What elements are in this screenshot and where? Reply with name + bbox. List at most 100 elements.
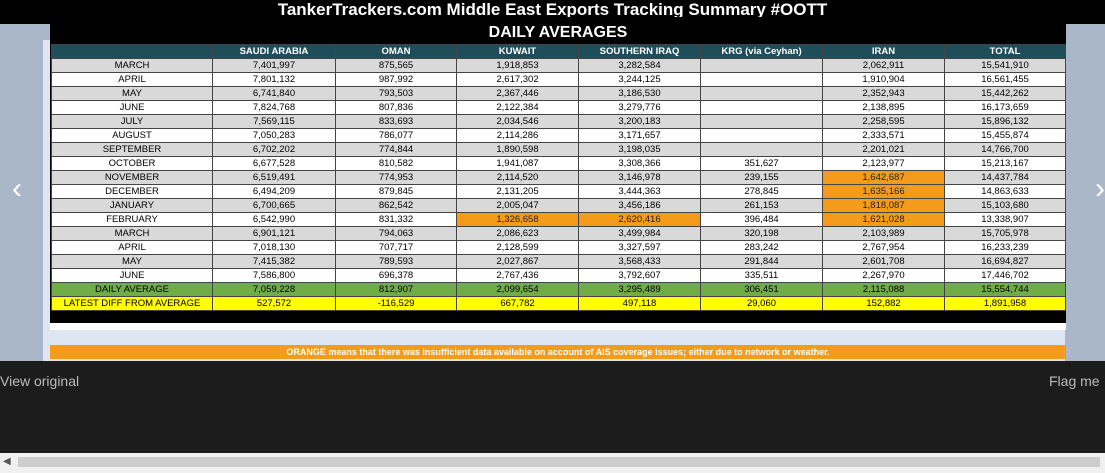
horizontal-scrollbar[interactable]: ◀ [0,453,1105,473]
table-cell: 2,201,021 [822,142,945,157]
table-cell: 2,138,895 [822,100,945,115]
previous-arrow-icon[interactable]: ‹ [12,172,22,205]
table-cell: 14,863,633 [944,184,1066,199]
table-cell: 793,503 [335,86,457,101]
table-row: NOVEMBER 6,519,491 774,953 2,114,520 3,146,9… [51,170,1066,185]
table-cell: 15,213,167 [944,156,1066,171]
table-cell: 3,171,657 [578,128,701,143]
table-cell: 15,705,978 [944,226,1066,241]
table-cell [700,128,823,143]
table-cell: 291,844 [700,254,823,269]
table-row: MAY 6,741,840 793,503 2,367,446 3,186,530 2,3… [51,86,1066,101]
table-cell: 2,099,654 [456,282,579,297]
column-header: OMAN [335,44,457,59]
table-cell: 527,572 [212,296,336,311]
table-cell: 810,582 [335,156,457,171]
row-label: MARCH [51,58,213,73]
scrollbar-thumb[interactable] [18,457,1100,467]
table-cell: -116,529 [335,296,457,311]
row-label: MARCH [51,226,213,241]
table-cell: 1,635,166 [822,184,945,199]
table-cell: 2,114,286 [456,128,579,143]
view-original-link[interactable]: View original [0,373,80,389]
table-cell: 831,332 [335,212,457,227]
table-cell: 2,034,546 [456,114,579,129]
table-cell: 13,338,907 [944,212,1066,227]
table-cell: 2,131,205 [456,184,579,199]
table-cell: 3,282,584 [578,58,701,73]
table-cell: 707,717 [335,240,457,255]
table-cell: 2,005,047 [456,198,579,213]
scroll-left-icon[interactable]: ◀ [3,456,11,467]
table-cell: 6,901,121 [212,226,336,241]
table-row: APRIL 7,801,132 987,992 2,617,302 3,244,125 1… [51,72,1066,87]
table-cell: 351,627 [700,156,823,171]
table-cell: 14,766,700 [944,142,1066,157]
table-title: DAILY AVERAGES [488,24,628,41]
row-label: JULY [51,114,213,129]
table-cell: 6,519,491 [212,170,336,185]
table-header-row: SAUDI ARABIA OMAN KUWAIT SOUTHERN IRAQ KRG (… [51,44,1066,59]
column-header: TOTAL [944,44,1066,59]
table-cell: 6,702,202 [212,142,336,157]
table-row: JUNE 7,586,800 696,378 2,767,436 3,792,607 33… [51,268,1066,283]
table-cell: 29,060 [700,296,823,311]
table-cell [700,114,823,129]
table-cell: 2,062,911 [822,58,945,73]
table-cell: 3,244,125 [578,72,701,87]
table-cell [700,100,823,115]
next-arrow-icon[interactable]: › [1095,172,1105,205]
table-cell [700,58,823,73]
table-cell: 696,378 [335,268,457,283]
table-cell: 875,565 [335,58,457,73]
table-row: MAY 7,415,382 789,593 2,027,867 3,568,433 291… [51,254,1066,269]
table-cell: 497,118 [578,296,701,311]
table-row: SEPTEMBER 6,702,202 774,844 1,890,598 3,198,… [51,142,1066,157]
flag-link[interactable]: Flag me [1049,373,1100,389]
table-cell: 7,801,132 [212,72,336,87]
table-cell: 3,198,035 [578,142,701,157]
table-cell: 6,677,528 [212,156,336,171]
table-cell: 6,741,840 [212,86,336,101]
table-cell: 2,123,977 [822,156,945,171]
table-cell: 2,258,595 [822,114,945,129]
row-label: NOVEMBER [51,170,213,185]
table-cell: 786,077 [335,128,457,143]
table-cell: 320,198 [700,226,823,241]
column-header: SAUDI ARABIA [212,44,336,59]
table-cell: 396,484 [700,212,823,227]
table-cell: 7,415,382 [212,254,336,269]
row-label: DAILY AVERAGE [51,282,213,297]
column-header: KUWAIT [456,44,579,59]
table-cell: 1,326,658 [456,212,579,227]
row-label: SEPTEMBER [51,142,213,157]
table-cell: 879,845 [335,184,457,199]
table-cell: 789,593 [335,254,457,269]
table-cell: 1,918,853 [456,58,579,73]
table-cell: 17,446,702 [944,268,1066,283]
orange-legend-note: ORANGE means that there was insufficient… [50,345,1066,359]
row-label: OCTOBER [51,156,213,171]
table-cell: 2,367,446 [456,86,579,101]
table-cell: 7,401,997 [212,58,336,73]
table-cell: 3,146,978 [578,170,701,185]
table-cell: 6,700,665 [212,198,336,213]
diff-row: LATEST DIFF FROM AVERAGE 527,572 -116,529 6… [51,296,1066,311]
table-cell: 2,128,599 [456,240,579,255]
table-cell: 2,352,943 [822,86,945,101]
table-cell: 1,891,958 [944,296,1066,311]
table-row: FEBRUARY 6,542,990 831,332 1,326,658 2,620,4… [51,212,1066,227]
row-label: DECEMBER [51,184,213,199]
daily-averages-table: SAUDI ARABIA OMAN KUWAIT SOUTHERN IRAQ KRG (… [51,44,1066,311]
table-cell: 1,890,598 [456,142,579,157]
table-cell: 2,767,436 [456,268,579,283]
table-cell: 306,451 [700,282,823,297]
table-cell: 16,233,239 [944,240,1066,255]
table-cell: 16,561,455 [944,72,1066,87]
table-row: OCTOBER 6,677,528 810,582 1,941,087 3,308,36… [51,156,1066,171]
table-cell: 7,569,115 [212,114,336,129]
table-row: JANUARY 6,700,665 862,542 2,005,047 3,456,18… [51,198,1066,213]
table-row: MARCH 6,901,121 794,063 2,086,623 3,499,984 3… [51,226,1066,241]
table-cell: 3,279,776 [578,100,701,115]
table-cell: 3,186,530 [578,86,701,101]
